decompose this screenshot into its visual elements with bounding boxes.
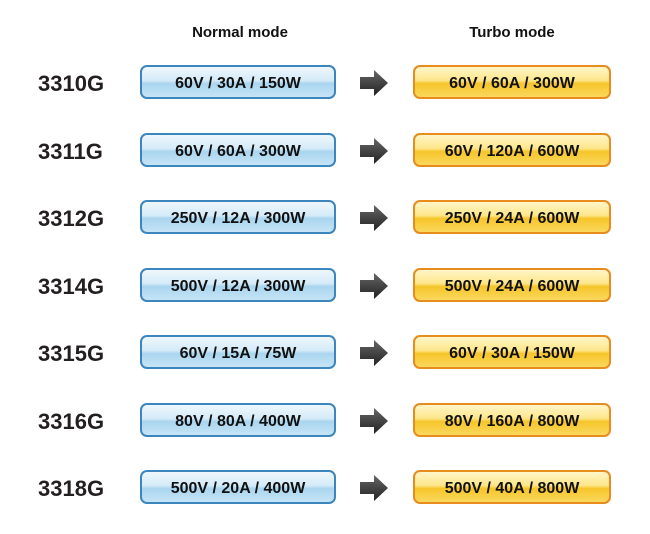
turbo-mode-box: 60V / 60A / 300W (413, 65, 611, 99)
normal-mode-box: 500V / 12A / 300W (140, 267, 336, 302)
arrow (360, 475, 388, 501)
normal-mode-box: 250V / 12A / 300W (140, 200, 336, 234)
model-label: 3316G (38, 408, 105, 434)
normal-mode-box: 80V / 80A / 400W (140, 402, 336, 437)
model-label: 3310G (38, 71, 105, 96)
normal-mode-box: 60V / 15A / 75W (140, 335, 336, 369)
arrow (360, 70, 388, 96)
model-label: 3318G (38, 476, 105, 501)
turbo-mode-box: 500V / 24A / 600W (413, 267, 611, 302)
model-label: 3315G (38, 341, 105, 366)
arrow (360, 137, 388, 164)
model-label: 3314G (38, 273, 105, 299)
header-normal: Normal mode (192, 24, 288, 41)
turbo-mode-box: 80V / 160A / 800W (413, 402, 611, 437)
turbo-mode-box: 60V / 120A / 600W (413, 132, 611, 167)
arrow (360, 407, 388, 434)
normal-mode-box: 500V / 20A / 400W (140, 470, 336, 504)
header-turbo: Turbo mode (469, 24, 555, 41)
arrow (360, 340, 388, 366)
normal-mode-box: 60V / 30A / 150W (140, 65, 336, 99)
turbo-mode-box: 60V / 30A / 150W (413, 335, 611, 369)
arrow (360, 272, 388, 299)
normal-mode-box: 60V / 60A / 300W (140, 132, 336, 167)
turbo-mode-box: 500V / 40A / 800W (413, 470, 611, 504)
arrow (360, 205, 388, 231)
turbo-mode-box: 250V / 24A / 600W (413, 200, 611, 234)
model-label: 3312G (38, 206, 105, 231)
model-label: 3311G (38, 138, 103, 164)
